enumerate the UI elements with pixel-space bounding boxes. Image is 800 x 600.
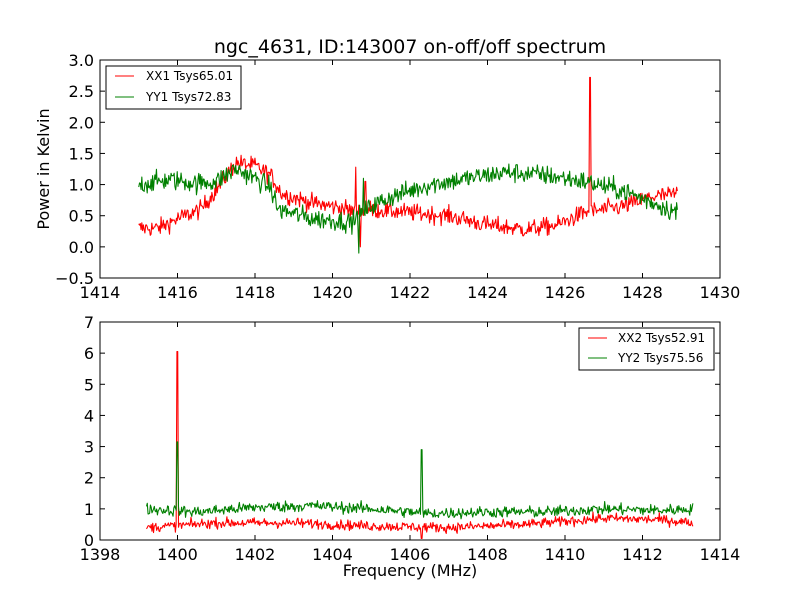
x-tick-label: 1422	[390, 283, 431, 302]
y-tick-label: −0.5	[55, 269, 94, 288]
y-tick-label: 7	[84, 313, 94, 332]
bottom-x-ticks: 1398 1400 1402 1404 1406 1408 1410 1412 1414	[80, 322, 741, 564]
bottom-legend: XX2 Tsys52.91 YY2 Tsys75.56	[578, 327, 715, 371]
figure-title: ngc_4631, ID:143007 on-off/off spectrum	[214, 36, 606, 58]
x-tick-label: 1414	[80, 283, 121, 302]
top-y-axis-label: Power in Kelvin	[34, 108, 53, 229]
y-tick-label: 0.0	[69, 238, 94, 257]
y-tick-label: 3.0	[69, 51, 94, 70]
bottom-legend-box	[578, 327, 715, 371]
top-y-ticks: −0.5 0.0 0.5 1.0 1.5 2.0 2.5 3.0	[55, 51, 720, 288]
bottom-y-ticks: 0 1 2 3 4 5 6 7	[84, 313, 720, 550]
x-tick-label: 1428	[622, 283, 663, 302]
y-tick-label: 1.5	[69, 144, 94, 163]
x-tick-label: 1406	[390, 545, 431, 564]
x-tick-label: 1402	[235, 545, 276, 564]
y-tick-label: 3	[84, 438, 94, 457]
legend-label-yy1: YY1 Tsys72.83	[145, 90, 231, 104]
x-tick-label: 1416	[157, 283, 198, 302]
x-tick-label: 1420	[312, 283, 353, 302]
series-line-xx1	[138, 76, 678, 248]
x-tick-label: 1408	[467, 545, 508, 564]
x-tick-label: 1430	[700, 283, 741, 302]
y-tick-label: 0	[84, 531, 94, 550]
top-plot-lines	[138, 76, 678, 254]
y-tick-label: 4	[84, 406, 94, 425]
x-tick-label: 1426	[545, 283, 586, 302]
series-line-yy2	[145, 441, 694, 520]
x-tick-label: 1414	[700, 545, 741, 564]
x-tick-label: 1398	[80, 545, 121, 564]
top-x-ticks: 1414 1416 1418 1420 1422 1424 1426 1428 1430	[80, 60, 741, 302]
y-tick-label: 2.5	[69, 82, 94, 101]
x-tick-label: 1412	[622, 545, 663, 564]
legend-label-yy2: YY2 Tsys75.56	[617, 351, 703, 365]
legend-label-xx1: XX1 Tsys65.01	[146, 69, 233, 83]
top-axes: 1414 1416 1418 1420 1422 1424 1426 1428 1430 −0.…	[34, 51, 740, 302]
y-tick-label: 2.0	[69, 113, 94, 132]
series-line-yy1	[138, 163, 678, 254]
top-legend-box	[105, 65, 242, 110]
y-tick-label: 0.5	[69, 207, 94, 226]
bottom-plot-lines	[145, 351, 694, 539]
y-tick-label: 6	[84, 344, 94, 363]
y-tick-label: 5	[84, 375, 94, 394]
y-tick-label: 1	[84, 500, 94, 519]
top-legend: XX1 Tsys65.01 YY1 Tsys72.83	[105, 65, 242, 110]
x-tick-label: 1404	[312, 545, 353, 564]
y-tick-label: 2	[84, 469, 94, 488]
x-tick-label: 1410	[545, 545, 586, 564]
bottom-axes: 1398 1400 1402 1404 1406 1408 1410 1412 1414 0 1 2…	[80, 313, 741, 580]
y-tick-label: 1.0	[69, 176, 94, 195]
x-tick-label: 1418	[235, 283, 276, 302]
series-line-xx2	[146, 351, 694, 539]
x-tick-label: 1400	[157, 545, 198, 564]
x-tick-label: 1424	[467, 283, 508, 302]
bottom-x-axis-label: Frequency (MHz)	[343, 561, 477, 580]
legend-label-xx2: XX2 Tsys52.91	[618, 331, 705, 345]
